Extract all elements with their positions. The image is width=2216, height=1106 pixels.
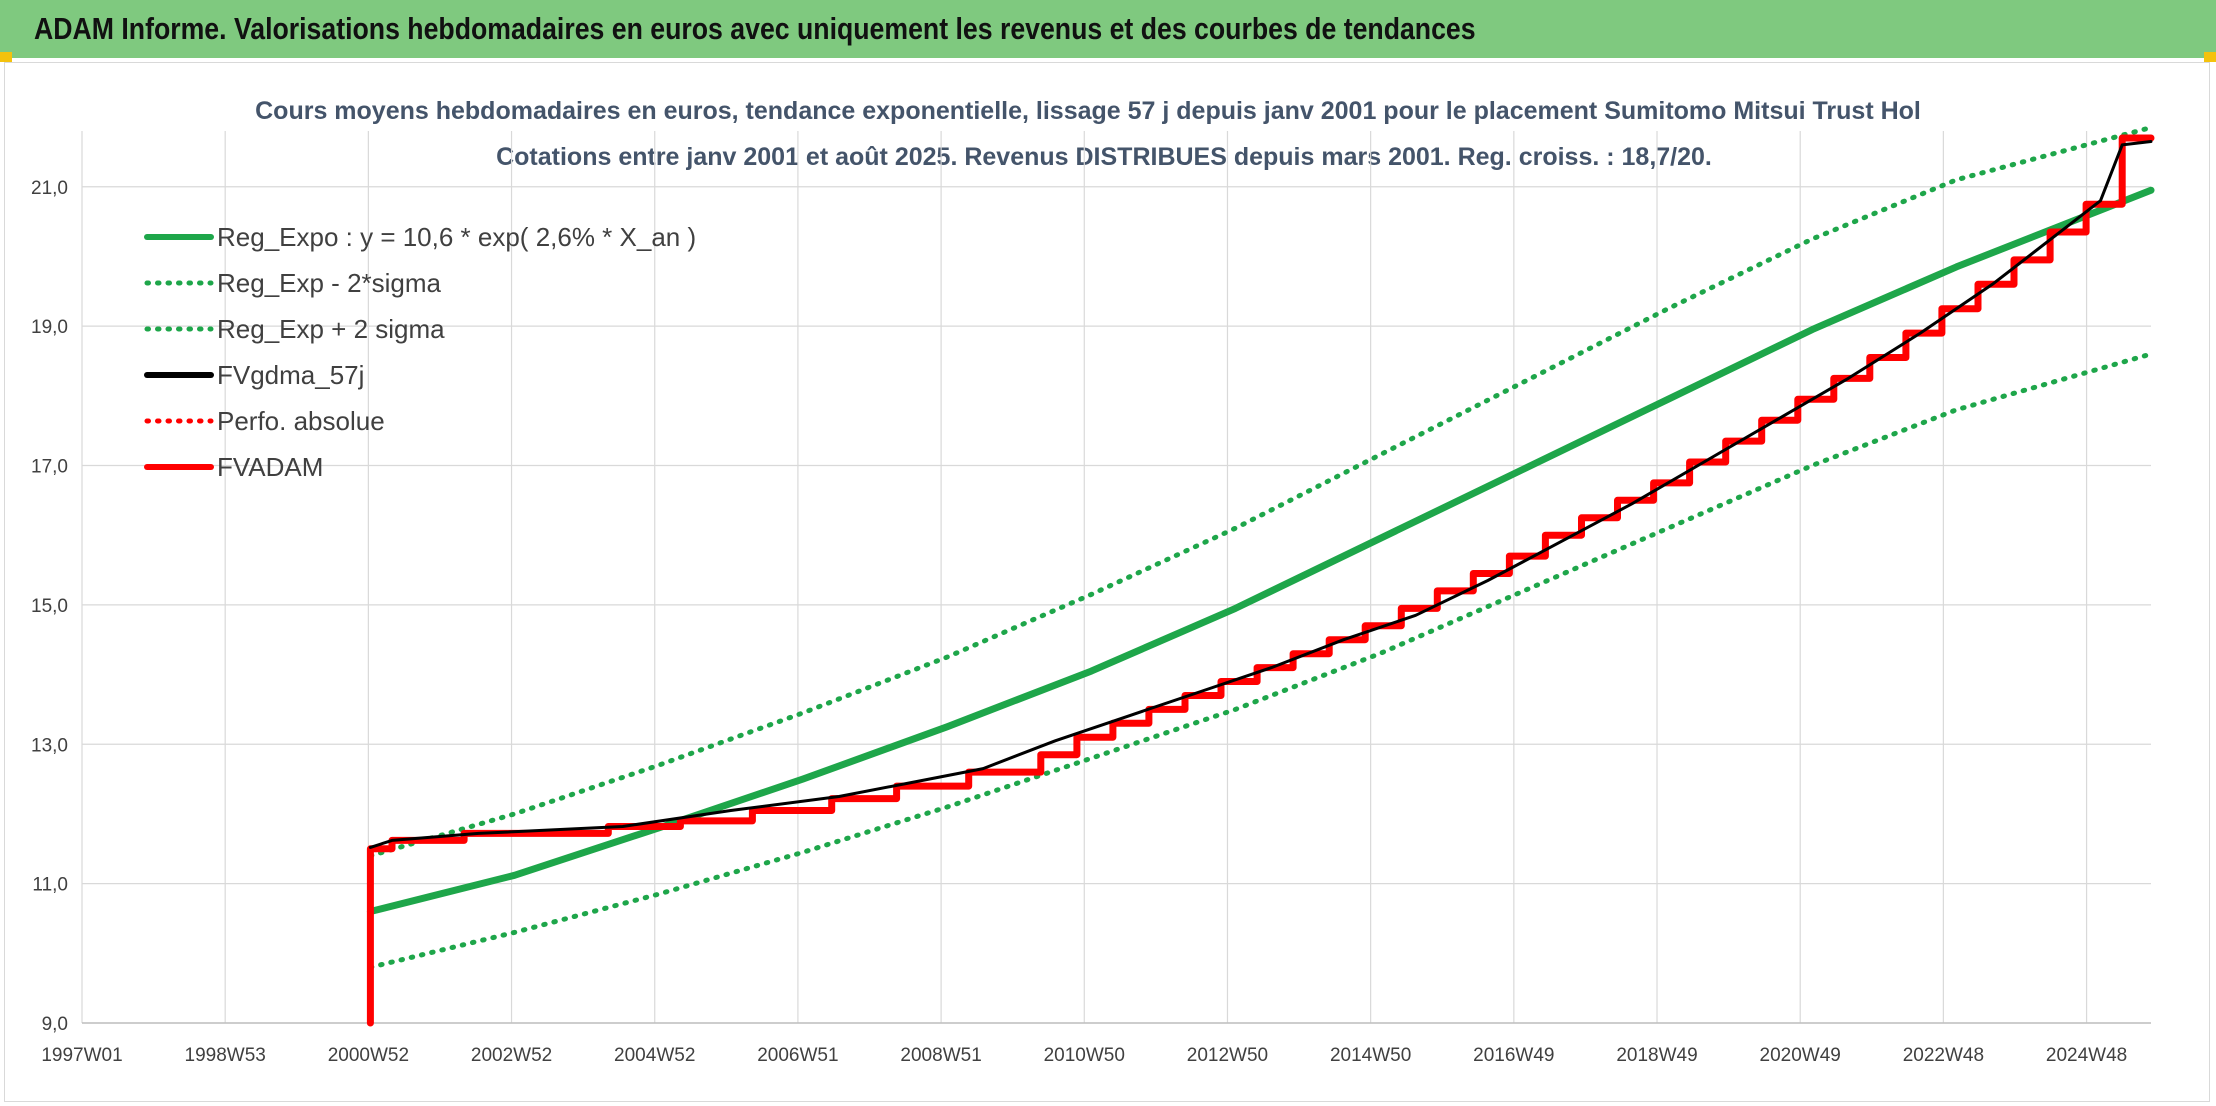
legend-label: Reg_Exp + 2 sigma	[217, 314, 445, 344]
x-tick-label: 2000W52	[328, 1045, 409, 1066]
x-tick-label: 2002W52	[471, 1045, 552, 1066]
x-tick-label: 1997W01	[41, 1045, 122, 1066]
axis-layer: 9,0 11,0 13,0 15,0 17,0 19,0 21,0 1997W01 1998W5…	[31, 178, 2151, 1066]
x-tick-label: 2008W51	[900, 1045, 981, 1066]
legend-label: Reg_Exp - 2*sigma	[217, 268, 442, 298]
series-line-2	[367, 125, 2154, 859]
x-tick-label: 2004W52	[614, 1045, 695, 1066]
y-tick-label: 15,0	[31, 596, 68, 617]
legend-label: Perfo. absolue	[217, 406, 385, 436]
series-line-0	[366, 186, 2155, 915]
x-tick-label: 2020W49	[1760, 1045, 1841, 1066]
series-line-1	[367, 351, 2154, 970]
x-tick-label: 2016W49	[1473, 1045, 1554, 1066]
y-tick-label: 19,0	[31, 317, 68, 338]
x-tick-label: 2022W48	[1903, 1045, 1984, 1066]
chart-subtitle: Cotations entre janv 2001 et août 2025. …	[496, 143, 1712, 171]
x-tick-label: 2018W49	[1616, 1045, 1697, 1066]
y-tick-label: 21,0	[31, 178, 68, 199]
chart-area: Cours moyens hebdomadaires en euros, ten…	[4, 62, 2210, 1102]
chart-title: Cours moyens hebdomadaires en euros, ten…	[255, 97, 1921, 125]
line-chart: Cours moyens hebdomadaires en euros, ten…	[31, 97, 2155, 1066]
x-tick-label: 2014W50	[1330, 1045, 1411, 1066]
y-tick-label: 17,0	[31, 457, 68, 478]
x-tick-label: 1998W53	[185, 1045, 266, 1066]
page-title: ADAM Informe. Valorisations hebdomadaire…	[34, 11, 1476, 46]
x-tick-label: 2010W50	[1044, 1045, 1125, 1066]
y-tick-label: 11,0	[32, 875, 68, 896]
y-tick-label: 9,0	[42, 1014, 68, 1035]
x-tick-label: 2012W50	[1187, 1045, 1268, 1066]
legend: Reg_Expo : y = 10,6 * exp( 2,6% * X_an )…	[144, 222, 696, 482]
header-bar: ADAM Informe. Valorisations hebdomadaire…	[0, 0, 2216, 58]
series-line-3	[368, 140, 2153, 849]
corner-marker-right	[2204, 52, 2216, 62]
y-tick-label: 13,0	[31, 735, 68, 756]
legend-label: FVgdma_57j	[217, 360, 364, 390]
grid-layer	[81, 131, 2151, 1024]
corner-marker-left	[0, 52, 12, 62]
x-tick-label: 2024W48	[2046, 1045, 2127, 1066]
x-tick-label: 2006W51	[757, 1045, 838, 1066]
series-layer	[366, 125, 2155, 1027]
legend-label: Reg_Expo : y = 10,6 * exp( 2,6% * X_an )	[217, 222, 696, 252]
series-line-5	[366, 134, 2155, 1027]
legend-label: FVADAM	[217, 452, 323, 482]
